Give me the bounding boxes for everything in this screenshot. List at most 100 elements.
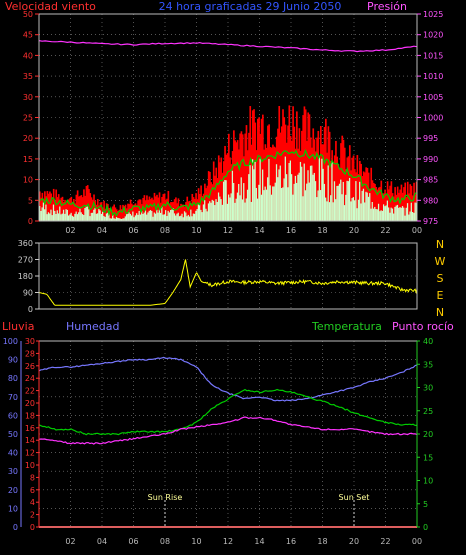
gust-bar xyxy=(406,181,409,221)
wind-bar xyxy=(405,207,408,221)
gust-bar xyxy=(352,155,355,221)
gust-bar xyxy=(44,191,46,221)
gust-bar xyxy=(182,204,185,221)
x-tick-label: 02 xyxy=(65,537,75,546)
rain-tick-label: 12 xyxy=(25,449,35,458)
wind-bar xyxy=(221,204,224,221)
wind-bar xyxy=(149,210,152,221)
wind-bar xyxy=(321,158,323,221)
wind-bar xyxy=(361,190,364,221)
gust-bar xyxy=(411,195,414,221)
gust-bar xyxy=(151,197,153,221)
wind-bar xyxy=(94,208,97,221)
wind-bar xyxy=(263,190,265,221)
rain-tick-label: 28 xyxy=(25,349,35,358)
wind-bar xyxy=(348,177,351,221)
wind-bar xyxy=(210,202,213,221)
gust-bar xyxy=(409,184,412,221)
gust-bar xyxy=(235,142,238,221)
wind-bar xyxy=(51,215,54,221)
y-left-tick-label: 50 xyxy=(23,10,33,19)
gust-bar xyxy=(226,153,229,221)
y-tick-label: 180 xyxy=(18,272,33,281)
gust-bar xyxy=(91,199,94,221)
wind-bar xyxy=(61,213,64,221)
wind-bar xyxy=(254,161,257,221)
wind-bar xyxy=(351,198,354,221)
gust-bar xyxy=(214,175,216,221)
gust-bar xyxy=(319,126,322,221)
gust-bar xyxy=(332,163,335,221)
wind-bar xyxy=(340,179,342,221)
sunset-label: Sun Set xyxy=(339,493,370,502)
wind-bar xyxy=(144,210,147,221)
y-right-tick-label: 1000 xyxy=(423,114,443,123)
gust-bar xyxy=(374,183,376,221)
gust-bar xyxy=(51,199,54,221)
gust-bar xyxy=(323,126,326,221)
gust-bar xyxy=(372,182,375,221)
wind-bar xyxy=(362,188,365,221)
gust-bar xyxy=(75,194,78,221)
wind-bar xyxy=(96,213,99,221)
gust-bar xyxy=(370,167,373,221)
gust-bar xyxy=(280,126,283,221)
wind-bar xyxy=(191,216,194,221)
gust-bar xyxy=(308,114,311,221)
gust-bar xyxy=(117,211,119,221)
gust-bar xyxy=(357,174,360,221)
wind-bar xyxy=(76,214,79,221)
temperature-tick-label: 5 xyxy=(423,500,428,509)
gust-bar xyxy=(157,197,160,221)
climate-axes: 0102030405060708090100024681012141618202… xyxy=(3,337,433,546)
gust-bar xyxy=(221,172,224,221)
gust-bar xyxy=(195,193,197,221)
wind-bar xyxy=(346,180,349,221)
gust-bar xyxy=(391,193,394,221)
y-right-tick-label: 980 xyxy=(423,196,438,205)
wind-bar xyxy=(398,207,400,221)
wind-bar xyxy=(66,209,69,221)
gust-bar xyxy=(256,118,259,221)
wind-bar xyxy=(234,202,236,221)
wind-bar xyxy=(233,182,235,221)
temperature-tick-label: 0 xyxy=(423,523,428,532)
y-left-tick-label: 45 xyxy=(23,31,33,40)
wind-bar xyxy=(399,207,402,221)
wind-bar xyxy=(173,213,176,221)
wind-bar xyxy=(250,201,253,221)
gust-bar xyxy=(228,133,230,221)
wind-bar xyxy=(89,216,92,221)
humidity-tick-label: 0 xyxy=(13,523,18,532)
x-tick-label: 16 xyxy=(286,226,296,235)
gust-bar xyxy=(328,131,331,221)
gust-bar xyxy=(152,199,155,221)
gust-bar xyxy=(95,204,98,221)
gust-bar xyxy=(278,106,281,221)
gust-bar xyxy=(399,189,402,221)
gust-bar xyxy=(293,126,296,221)
wind-bar xyxy=(168,212,171,221)
wind-bar xyxy=(303,163,306,221)
gust-bar xyxy=(89,193,92,221)
wind-bar xyxy=(379,211,381,221)
wind-bar xyxy=(245,198,248,221)
wind-bar xyxy=(44,209,46,221)
gust-bar xyxy=(181,204,184,221)
gust-bar xyxy=(239,133,241,221)
wind-bar xyxy=(382,204,385,221)
wind-bar xyxy=(185,212,187,221)
wind-bar xyxy=(98,209,100,221)
wind-bar xyxy=(190,209,192,221)
wind-bar xyxy=(240,177,243,221)
wind-bar xyxy=(374,206,376,221)
wind-bar xyxy=(395,205,398,221)
gust-bar xyxy=(185,202,187,221)
wind-bar xyxy=(84,208,87,221)
wind-bar xyxy=(124,216,127,221)
gust-bar xyxy=(307,112,310,221)
rain-tick-label: 8 xyxy=(30,473,35,482)
gust-bar xyxy=(69,198,71,221)
wind-speed-label: Velocidad viento xyxy=(5,0,96,13)
wind-bar xyxy=(360,203,362,221)
